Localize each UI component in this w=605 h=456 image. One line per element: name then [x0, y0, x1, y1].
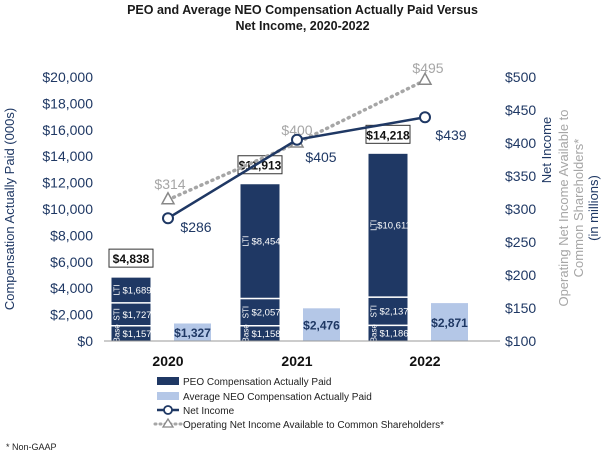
legend-marker-net-income [163, 405, 173, 415]
left-axis-tick-label: $16,000 [42, 122, 93, 138]
left-axis-tick-label: $6,000 [50, 254, 93, 270]
peo-bar-lti [367, 152, 409, 298]
left-axis-tick-label: $8,000 [50, 227, 93, 243]
net-income-label: $286 [180, 219, 211, 235]
left-axis-tick-label: $18,000 [42, 95, 93, 111]
operating-income-label: $314 [154, 176, 185, 192]
peo-segment-label: LTI [242, 236, 251, 247]
peo-total-label: $4,838 [113, 252, 150, 266]
right-axis-tick-label: $250 [505, 234, 536, 250]
left-axis-tick-label: $0 [77, 333, 93, 349]
peo-segment-label: STI [370, 305, 379, 317]
right-axis-title-operating-line: Operating Net Income Available to [556, 109, 571, 306]
peo-segment-value: $1,727 [122, 310, 151, 321]
footnote: * Non-GAAP [6, 442, 57, 452]
peo-segment-label: LTI [370, 220, 379, 231]
peo-segment-label: LTI [113, 285, 122, 296]
operating-income-marker [417, 71, 433, 86]
peo-total-box [365, 124, 411, 144]
neo-bar [431, 303, 468, 341]
neo-bar [303, 308, 340, 341]
neo-bar [174, 323, 211, 341]
net-income-marker [162, 212, 174, 225]
chart-title-line-1: PEO and Average NEO Compensation Actuall… [127, 3, 478, 17]
operating-income-label: $400 [281, 122, 312, 138]
legend-label: Net Income [183, 406, 235, 417]
right-axis-tick-label: $200 [505, 267, 536, 283]
legend-label: Average NEO Compensation Actually Paid [183, 392, 372, 403]
right-axis-tick-label: $400 [505, 135, 536, 151]
right-axis-tick-label: $500 [505, 69, 536, 85]
x-axis-category-label: 2021 [281, 353, 312, 369]
right-axis-tick-label: $350 [505, 168, 536, 184]
peo-segment-label: STI [242, 306, 251, 318]
left-axis-tick-label: $12,000 [42, 175, 93, 191]
peo-total-box [108, 248, 154, 268]
peo-bar-sti [239, 298, 281, 327]
operating-income-line [166, 78, 427, 202]
neo-bar-label: $2,476 [303, 319, 340, 333]
left-axis-tick-label: $4,000 [50, 280, 93, 296]
peo-bar-sti [367, 296, 409, 326]
peo-segment-label: Base [113, 324, 122, 343]
peo-segment-value: $2,137 [379, 307, 408, 318]
left-axis-tick-label: $10,000 [42, 201, 93, 217]
legend-swatch-neo [157, 392, 179, 400]
peo-segment-value: $2,057 [251, 308, 280, 319]
net-income-marker [419, 111, 431, 124]
right-axis-title-net-income: Net Income [539, 117, 554, 183]
peo-segment-label: Base [370, 324, 379, 343]
left-axis-tick-label: $2,000 [50, 307, 93, 323]
chart-title-line-2: Net Income, 2020-2022 [235, 19, 370, 33]
peo-segment-value: $8,454 [251, 237, 280, 248]
right-axis-tick-label: $100 [505, 333, 536, 349]
left-axis-tick-label: $14,000 [42, 148, 93, 164]
x-axis-category-label: 2020 [152, 353, 183, 369]
legend-label: PEO Compensation Actually Paid [183, 377, 331, 388]
peo-segment-value: $1,689 [122, 286, 151, 297]
right-axis-tick-label: $450 [505, 102, 536, 118]
peo-segment-value: $1,158 [251, 329, 280, 340]
peo-segment-label: STI [113, 308, 122, 320]
legend-swatch-peo [157, 377, 179, 385]
net-income-label: $439 [435, 127, 466, 143]
peo-segment-label: Base [242, 324, 251, 343]
peo-segment-value: $1,157 [122, 329, 151, 340]
right-axis-tick-label: $300 [505, 201, 536, 217]
operating-income-label: $495 [412, 60, 443, 76]
neo-bar-label: $2,871 [431, 316, 468, 330]
right-axis-title-operating-line: (in millions) [586, 175, 601, 241]
operating-income-marker [160, 191, 176, 205]
legend-marker-operating [161, 417, 175, 428]
x-axis-category-label: 2022 [409, 353, 440, 369]
peo-segment-value: $10,611 [377, 221, 411, 232]
left-axis-title: Compensation Actually Paid (000s) [2, 108, 17, 310]
neo-bar-label: $1,327 [174, 326, 211, 340]
right-axis-title-operating-line: Common Shareholders* [571, 139, 586, 278]
peo-segment-value: $1,186 [379, 329, 408, 340]
net-income-marker [291, 133, 303, 146]
left-axis-tick-label: $20,000 [42, 69, 93, 85]
net-income-label: $405 [305, 149, 336, 165]
peo-total-label: $14,218 [366, 128, 410, 142]
legend-label: Operating Net Income Available to Common… [183, 420, 444, 431]
right-axis-tick-label: $150 [505, 300, 536, 316]
